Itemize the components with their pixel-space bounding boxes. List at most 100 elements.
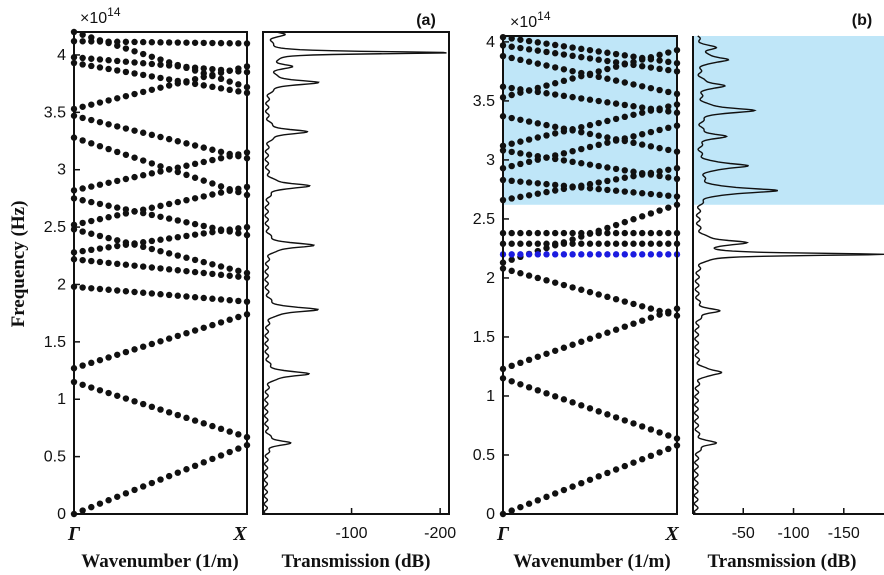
band-point-a <box>183 196 190 204</box>
band-point-b <box>665 229 672 237</box>
band-point-a <box>88 217 95 225</box>
band-point-a <box>131 127 138 134</box>
band-point-b <box>552 123 559 131</box>
band-point-b <box>525 46 533 53</box>
band-point-a <box>165 215 173 222</box>
band-point-b <box>630 320 637 327</box>
transmission-plot-a: -100 -200 (a) Transmission (dB) <box>262 12 456 572</box>
band-point-b <box>552 91 559 98</box>
band-point-a <box>157 168 164 175</box>
band-point-a <box>235 230 242 237</box>
band-point-a <box>200 177 207 184</box>
band-point-b <box>595 291 602 298</box>
band-point-a <box>165 135 173 143</box>
band-point-a <box>79 219 86 227</box>
band-point-a <box>122 45 130 52</box>
band-point-b <box>621 101 628 109</box>
band-point-b <box>612 187 620 194</box>
band-point-b <box>534 88 541 96</box>
band-point-a <box>131 90 138 98</box>
band-point-b <box>534 229 541 237</box>
band-point-b <box>552 240 559 247</box>
band-point-a <box>165 335 173 342</box>
band-point-a <box>148 53 156 60</box>
panel-label-b: (b) <box>852 12 872 29</box>
band-point-a <box>191 67 199 74</box>
band-point-a <box>148 264 156 271</box>
multiplier-a: ×1014 <box>80 5 121 27</box>
band-point-a <box>131 262 138 269</box>
band-point-a <box>226 448 233 456</box>
band-point-b <box>595 240 602 247</box>
band-point-a <box>174 217 181 224</box>
band-point-b <box>543 154 550 161</box>
band-point-a <box>226 428 233 435</box>
band-point-b <box>543 350 550 357</box>
band-point-a <box>105 286 112 293</box>
band-point-b <box>647 305 655 312</box>
defect-mode-point <box>586 251 594 258</box>
band-point-a <box>148 211 156 219</box>
band-point-b <box>656 429 663 436</box>
band-point-a <box>200 258 207 266</box>
band-point-a <box>79 103 86 110</box>
band-point-a <box>140 88 147 96</box>
band-point-b <box>665 310 672 317</box>
band-point-a <box>88 140 95 147</box>
band-point-a <box>131 154 138 161</box>
band-point-a <box>209 65 216 73</box>
band-point-a <box>165 250 173 257</box>
band-point-b <box>612 77 620 84</box>
band-point-b <box>656 57 663 64</box>
band-point-a <box>105 179 112 186</box>
band-point-b <box>630 81 637 88</box>
band-point-a <box>209 422 216 430</box>
band-point-a <box>209 321 216 329</box>
band-point-a <box>217 226 225 233</box>
band-point-b <box>612 466 620 473</box>
band-point-a <box>79 228 86 235</box>
band-point-b <box>639 169 646 177</box>
band-point-a <box>114 204 121 211</box>
band-point-b <box>595 119 602 127</box>
band-point-b <box>612 59 620 66</box>
band-point-a <box>191 75 199 83</box>
band-point-b <box>621 188 628 195</box>
band-point-a <box>157 213 164 220</box>
transmission-curve-a <box>263 31 447 515</box>
band-point-a <box>191 174 199 181</box>
band-point-a <box>140 157 147 164</box>
band-point-a <box>88 503 95 511</box>
band-point-b <box>525 179 533 186</box>
band-point-b <box>612 165 620 173</box>
band-point-a <box>157 163 164 170</box>
band-point-b <box>595 132 602 139</box>
band-point-b <box>517 270 524 277</box>
band-point-b <box>665 432 672 439</box>
band-point-a <box>235 273 242 280</box>
band-point-a <box>122 175 130 183</box>
band-point-b <box>647 105 655 113</box>
band-point-a <box>183 219 190 226</box>
band-point-a <box>131 38 138 46</box>
band-point-b <box>552 80 559 87</box>
band-point-a <box>209 270 216 278</box>
band-point-b <box>569 284 576 291</box>
ytick-label-b: 0 <box>486 506 495 523</box>
band-point-b <box>517 150 524 157</box>
defect-mode-point <box>639 251 646 258</box>
band-point-b <box>560 240 568 247</box>
band-point-b <box>630 189 637 196</box>
band-point-a <box>235 225 242 232</box>
band-point-b <box>534 39 541 46</box>
band-point-b <box>525 58 533 65</box>
band-point-b <box>604 57 611 65</box>
band-point-a <box>217 39 225 47</box>
band-point-a <box>191 268 199 276</box>
band-point-a <box>165 409 173 416</box>
band-point-a <box>131 59 138 66</box>
band-point-a <box>235 68 242 75</box>
band-point-a <box>200 65 207 72</box>
band-point-b <box>578 123 585 131</box>
band-point-a <box>183 171 190 179</box>
